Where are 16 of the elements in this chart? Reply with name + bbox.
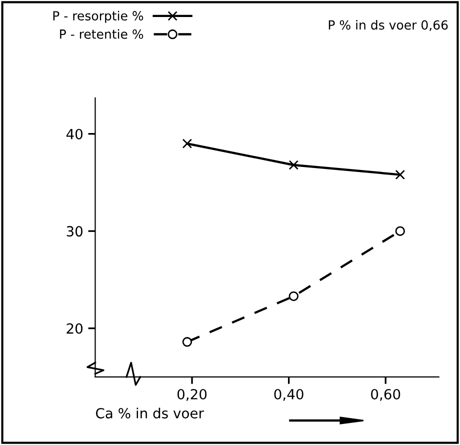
point [182,138,192,148]
point [395,170,405,180]
x-axis-title: Ca % in ds voer [96,408,204,418]
legend-label: P - resorptie % [53,10,144,23]
y-tick-label: 30 [66,226,82,237]
point [182,337,192,347]
x-tick-label: 0,20 [177,388,207,401]
y-tick-label: 20 [66,323,82,334]
legend-label: P - retentie % [60,29,144,39]
point [288,291,299,302]
text: P % in ds voer 0,66 [328,20,448,31]
y-tick-label: 40 [66,128,82,140]
point [288,160,299,170]
point [395,226,405,236]
x-tick-label: 0,60 [371,388,400,401]
x-tick-label: 0,40 [274,388,304,401]
